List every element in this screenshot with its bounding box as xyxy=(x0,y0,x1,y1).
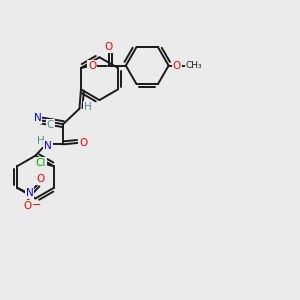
Text: C: C xyxy=(46,120,54,130)
Text: −: − xyxy=(32,200,41,210)
Text: N: N xyxy=(34,113,41,123)
Text: O: O xyxy=(24,201,32,211)
Text: N: N xyxy=(44,141,52,151)
Text: O: O xyxy=(79,138,87,148)
Text: O: O xyxy=(104,42,113,52)
Text: H: H xyxy=(84,102,92,112)
Text: N: N xyxy=(26,188,33,198)
Text: O: O xyxy=(36,174,44,184)
Text: CH₃: CH₃ xyxy=(186,61,202,70)
Text: Cl: Cl xyxy=(36,158,46,168)
Text: O: O xyxy=(88,61,96,70)
Text: H: H xyxy=(37,136,44,146)
Text: O: O xyxy=(172,61,181,70)
